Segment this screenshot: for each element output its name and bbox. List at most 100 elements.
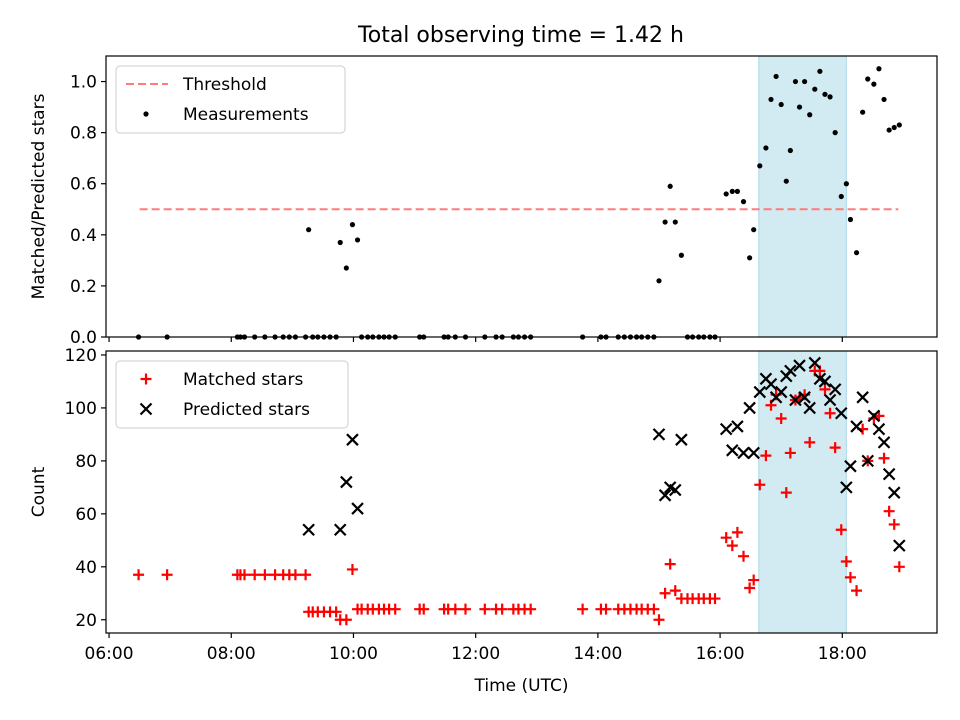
y-tick-label: 0.8 (70, 124, 97, 144)
data-point (886, 127, 892, 133)
data-point (653, 614, 665, 626)
data-point (822, 91, 828, 97)
data-point (652, 428, 666, 441)
legend-predicted-swatch (139, 402, 153, 416)
data-point (744, 582, 756, 594)
data-point (600, 603, 612, 615)
data-point (259, 569, 271, 581)
observing-interval-shade (758, 55, 847, 338)
data-point (525, 603, 537, 615)
data-point (289, 569, 301, 581)
data-point (887, 486, 901, 499)
data-point (803, 401, 816, 415)
data-point (882, 467, 896, 481)
legend-box (115, 65, 346, 134)
ratio-panel: 0.0 0.2 0.4 0.6 0.8 1.0 Matched/Predicted star… (29, 55, 938, 348)
data-point (775, 413, 787, 425)
data-point (133, 569, 145, 581)
data-point (672, 219, 678, 225)
y-tick-label: 20 (75, 611, 97, 631)
data-point (675, 433, 688, 446)
data-point (867, 409, 881, 423)
data-point (789, 393, 802, 407)
axes-frame (105, 350, 938, 634)
data-point (888, 518, 900, 530)
data-point (354, 237, 361, 243)
y-tick-label: 100 (65, 399, 97, 419)
data-point (818, 375, 832, 388)
x-tick-label: 10:00 (329, 644, 378, 664)
data-point (763, 145, 769, 151)
y-tick-label: 0.2 (70, 277, 97, 297)
data-point (249, 569, 261, 581)
data-point (306, 227, 312, 233)
data-point (832, 130, 838, 136)
data-point (449, 603, 461, 615)
y-tick-label: 0.6 (70, 175, 97, 195)
data-point (349, 222, 356, 228)
data-point (768, 96, 774, 103)
data-point (330, 606, 342, 618)
data-point (731, 526, 743, 538)
legend-label: Matched stars (183, 370, 303, 390)
x-tick-label: 16:00 (696, 644, 745, 664)
data-point (662, 219, 668, 225)
data-point (793, 359, 806, 372)
data-point (753, 385, 767, 399)
data-point (418, 603, 430, 615)
x-tick-label: 14:00 (573, 644, 622, 664)
data-point (664, 558, 676, 570)
data-point (796, 104, 803, 110)
data-point (351, 502, 364, 515)
data-point (893, 561, 905, 573)
data-point (804, 436, 816, 448)
x-axis-label: Time (UTC) (474, 676, 569, 696)
data-point (784, 447, 796, 459)
legend-box (115, 360, 349, 429)
data-point (333, 523, 347, 537)
data-point (709, 593, 721, 605)
series-predicted-stars (302, 356, 906, 552)
data-point (754, 479, 766, 491)
data-point (340, 614, 352, 626)
data-point (729, 188, 735, 194)
data-point (824, 407, 836, 419)
data-point (798, 391, 811, 404)
data-point (161, 569, 173, 581)
data-point (747, 255, 753, 261)
data-point (851, 585, 863, 597)
data-point (896, 122, 902, 128)
data-point (835, 524, 847, 536)
data-point (792, 78, 799, 85)
x-tick-label: 12:00 (451, 644, 500, 664)
data-point (783, 178, 789, 184)
data-point (723, 191, 729, 197)
y-tick-label: 60 (75, 505, 97, 525)
data-point (847, 216, 854, 223)
data-point (840, 556, 852, 568)
data-point (748, 574, 760, 586)
y-tick-label: 1.0 (70, 73, 97, 93)
data-point (496, 603, 508, 615)
data-point (808, 356, 822, 370)
data-point (853, 250, 860, 256)
data-point (893, 539, 906, 552)
data-point (787, 147, 793, 154)
data-point (668, 483, 682, 497)
data-point (784, 364, 797, 378)
data-point (459, 603, 471, 615)
data-point (891, 124, 897, 131)
data-point (726, 540, 738, 552)
data-point (737, 446, 750, 460)
data-point (577, 603, 589, 615)
data-point (757, 163, 763, 169)
data-point (827, 94, 833, 100)
y-tick-label: 0.0 (70, 328, 97, 348)
data-point (343, 265, 349, 271)
data-point (778, 101, 784, 108)
data-point (802, 78, 808, 85)
data-point (844, 459, 857, 473)
legend: Matched stars Predicted stars (115, 360, 349, 429)
data-point (648, 603, 660, 615)
